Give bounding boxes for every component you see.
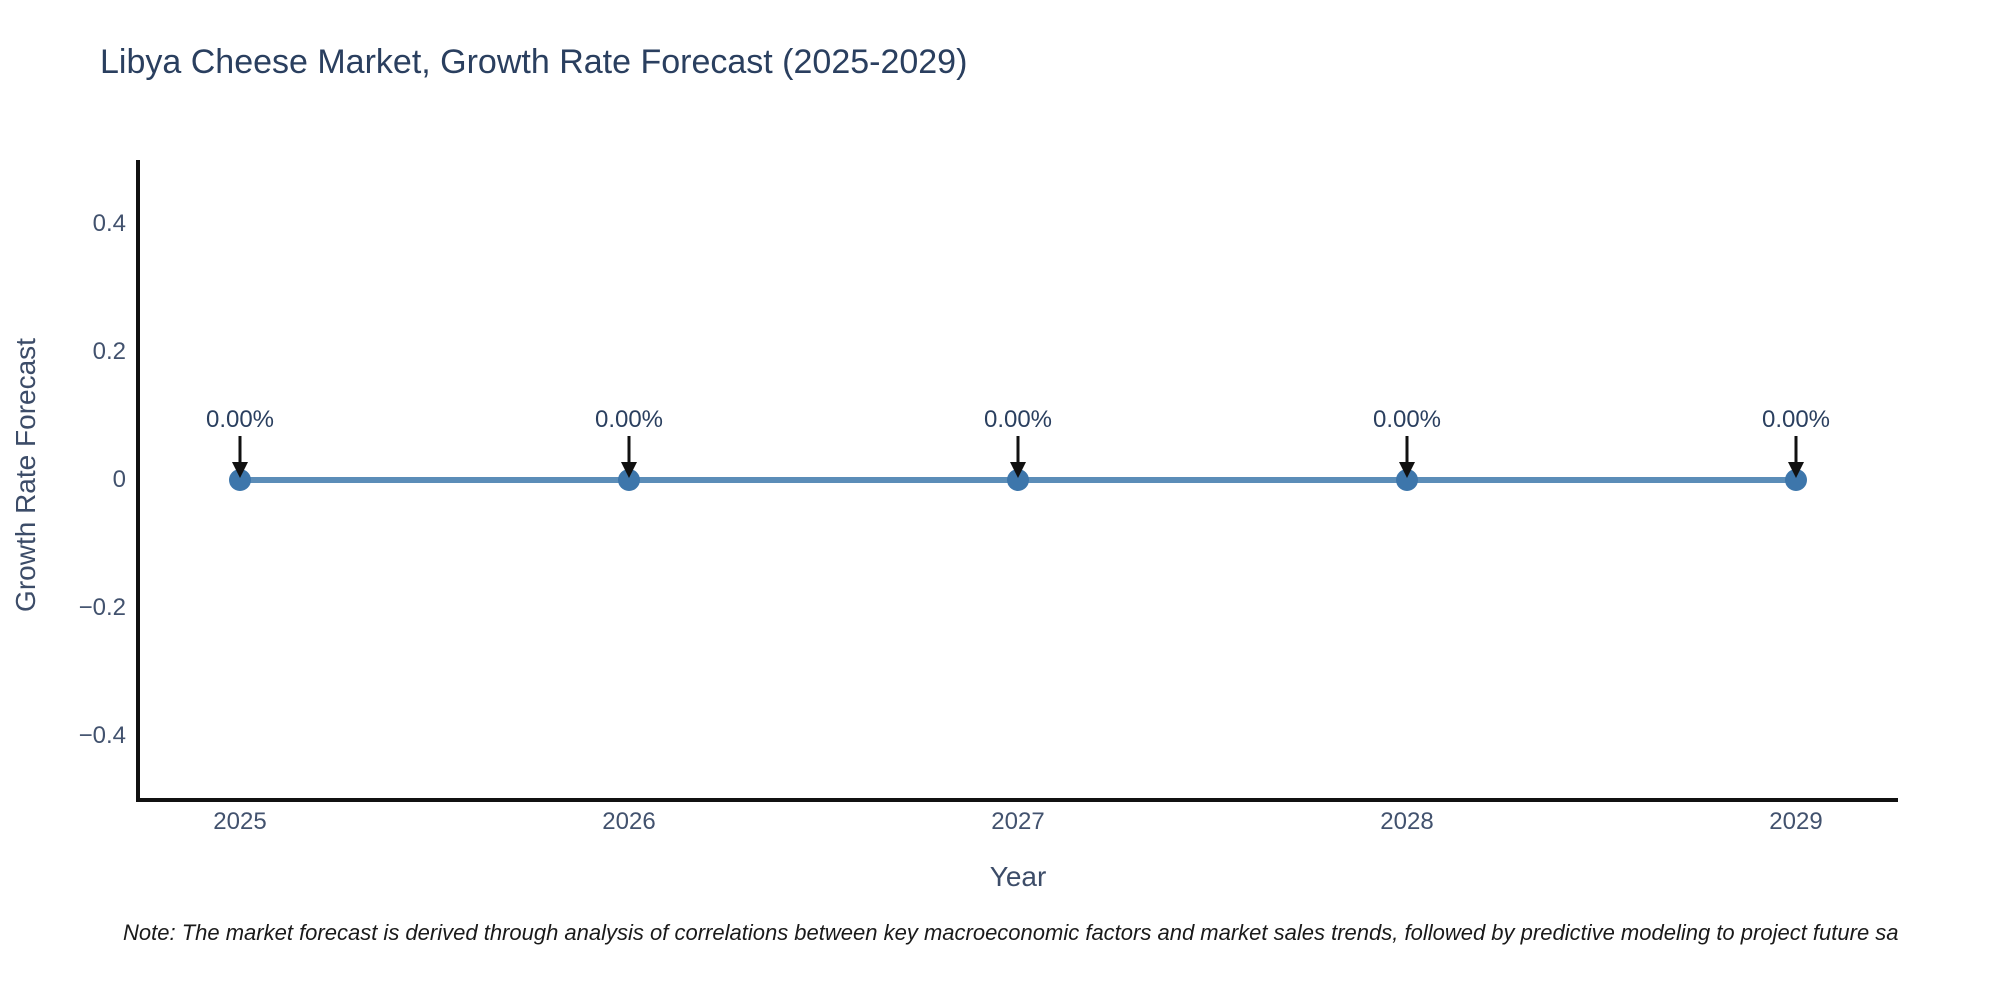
point-value-label: 0.00% <box>983 406 1053 433</box>
x-tick-label: 2028 <box>1380 808 1434 835</box>
y-tick-label: 0.4 <box>92 210 126 237</box>
annotation-arrow-head-icon <box>621 462 637 478</box>
chart-title: Libya Cheese Market, Growth Rate Forecas… <box>100 43 968 81</box>
y-tick-label: 0 <box>112 466 126 493</box>
data-point-marker[interactable] <box>1007 469 1029 491</box>
annotation-arrow-head-icon <box>1399 462 1415 478</box>
footnote-text: Note: The market forecast is derived thr… <box>123 920 1899 945</box>
point-value-label: 0.00% <box>594 406 664 433</box>
x-axis-title: Year <box>989 861 1047 892</box>
point-value-label: 0.00% <box>1761 406 1831 433</box>
x-tick-label: 2025 <box>213 808 267 835</box>
y-tick-label: 0.2 <box>92 338 126 365</box>
data-point-marker[interactable] <box>1785 469 1807 491</box>
data-point-marker[interactable] <box>618 469 640 491</box>
x-tick-label: 2026 <box>602 808 656 835</box>
x-tick-label: 2027 <box>991 808 1045 835</box>
data-point-marker[interactable] <box>229 469 251 491</box>
x-tick-label: 2029 <box>1769 808 1823 835</box>
annotation-arrow-head-icon <box>232 462 248 478</box>
point-value-label: 0.00% <box>205 406 275 433</box>
annotation-arrow-head-icon <box>1010 462 1026 478</box>
annotation-arrow-head-icon <box>1788 462 1804 478</box>
data-point-marker[interactable] <box>1396 469 1418 491</box>
y-tick-label: −0.2 <box>78 594 126 621</box>
point-value-label: 0.00% <box>1372 406 1442 433</box>
y-tick-label: −0.4 <box>78 722 126 749</box>
